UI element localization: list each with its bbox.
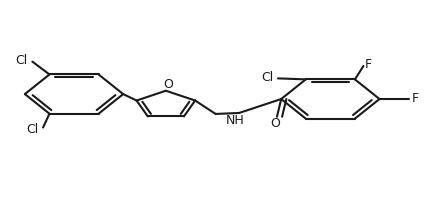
Text: O: O: [270, 117, 280, 130]
Text: NH: NH: [225, 114, 244, 127]
Text: Cl: Cl: [26, 123, 39, 136]
Text: F: F: [412, 92, 418, 105]
Text: Cl: Cl: [261, 71, 273, 84]
Text: O: O: [163, 78, 173, 91]
Text: Cl: Cl: [15, 54, 28, 67]
Text: F: F: [365, 58, 372, 71]
